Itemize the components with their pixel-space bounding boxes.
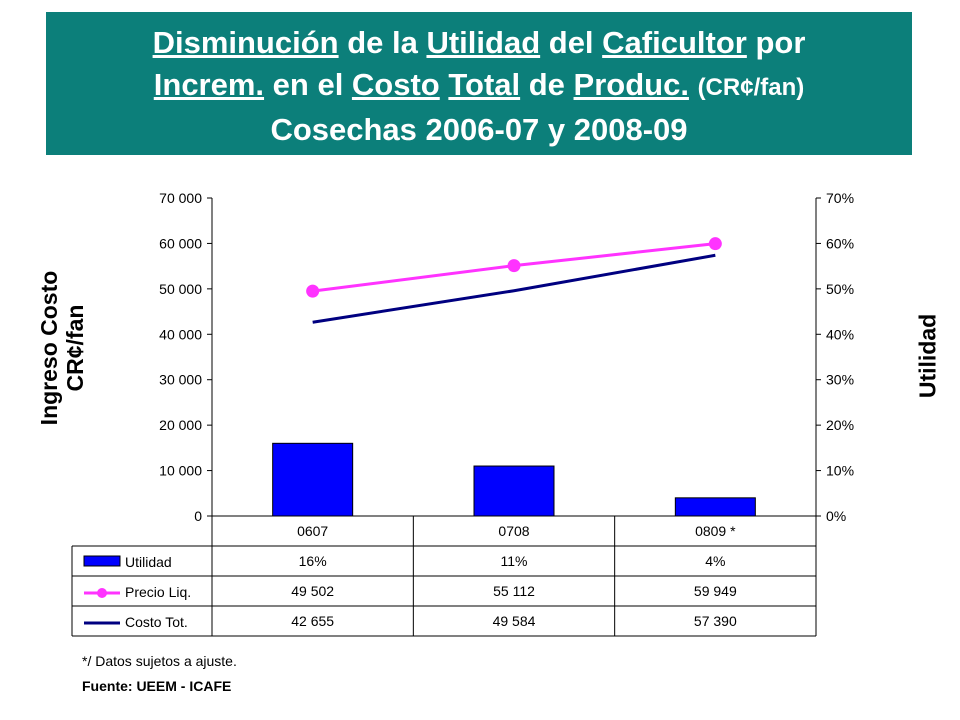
precio-liq-point — [306, 284, 320, 298]
footnote: */ Datos sujetos a ajuste. — [82, 653, 237, 669]
title-word: de la — [338, 25, 427, 60]
left-tick-label: 10 000 — [159, 463, 202, 479]
left-tick-label: 30 000 — [159, 372, 202, 388]
title-word: en el — [264, 67, 352, 102]
source-note: Fuente: UEEM - ICAFE — [82, 678, 232, 694]
table-cell: 49 584 — [493, 613, 536, 629]
table-cell: 42 655 — [291, 613, 334, 629]
category-label: 0607 — [297, 523, 328, 539]
title-word: por — [746, 25, 806, 60]
title-word: Total — [448, 67, 521, 102]
bar-utilidad — [473, 465, 555, 517]
legend-key-marker — [97, 588, 107, 598]
legend-label: Precio Liq. — [125, 584, 191, 600]
right-tick-label: 10% — [826, 463, 854, 479]
title-word: del — [540, 25, 603, 60]
title-word: Utilidad — [426, 25, 541, 60]
title-line-1: Disminución de la Utilidad del Caficulto… — [46, 22, 912, 64]
precio-liq-point — [708, 237, 722, 251]
title-word: de — [520, 67, 574, 102]
right-tick-label: 70% — [826, 190, 854, 206]
left-tick-label: 70 000 — [159, 190, 202, 206]
legend-label: Utilidad — [125, 554, 172, 570]
costo-tot-line — [312, 253, 716, 324]
table-cell: 4% — [705, 553, 725, 569]
table-cell: 57 390 — [694, 613, 737, 629]
title-word: Produc. — [573, 67, 689, 102]
bar-utilidad — [674, 497, 756, 517]
legend-label: Costo Tot. — [125, 614, 188, 630]
left-tick-label: 0 — [194, 508, 202, 524]
category-label: 0809 * — [695, 523, 736, 539]
right-tick-label: 0% — [826, 508, 846, 524]
title-line-3: Cosechas 2006-07 y 2008-09 — [270, 112, 688, 147]
title-unit: (CR¢/fan) — [697, 74, 805, 101]
table-cell: 16% — [299, 553, 327, 569]
title-banner: Disminución de la Utilidad del Caficulto… — [46, 12, 912, 155]
left-tick-label: 60 000 — [159, 235, 202, 251]
title-line-2: Increm. en el Costo Total de Produc. (CR… — [46, 64, 912, 109]
left-tick-label: 40 000 — [159, 326, 202, 342]
table-cell: 11% — [501, 553, 528, 569]
legend-key-utilidad — [83, 555, 121, 567]
category-label: 0708 — [498, 523, 529, 539]
table-cell: 49 502 — [291, 583, 334, 599]
right-tick-label: 50% — [826, 281, 854, 297]
title-word: Costo — [351, 67, 440, 102]
left-tick-label: 20 000 — [159, 417, 202, 433]
bar-utilidad — [272, 442, 354, 517]
table-cell: 59 949 — [694, 583, 737, 599]
left-tick-label: 50 000 — [159, 281, 202, 297]
title-word: Caficultor — [602, 25, 747, 60]
title-word: Disminución — [152, 25, 339, 60]
right-tick-label: 20% — [826, 417, 854, 433]
right-tick-label: 60% — [826, 235, 854, 251]
table-cell: 55 112 — [493, 583, 535, 599]
title-word: Increm. — [153, 67, 265, 102]
right-tick-label: 30% — [826, 372, 854, 388]
precio-liq-point — [507, 259, 521, 273]
right-tick-label: 40% — [826, 326, 854, 342]
